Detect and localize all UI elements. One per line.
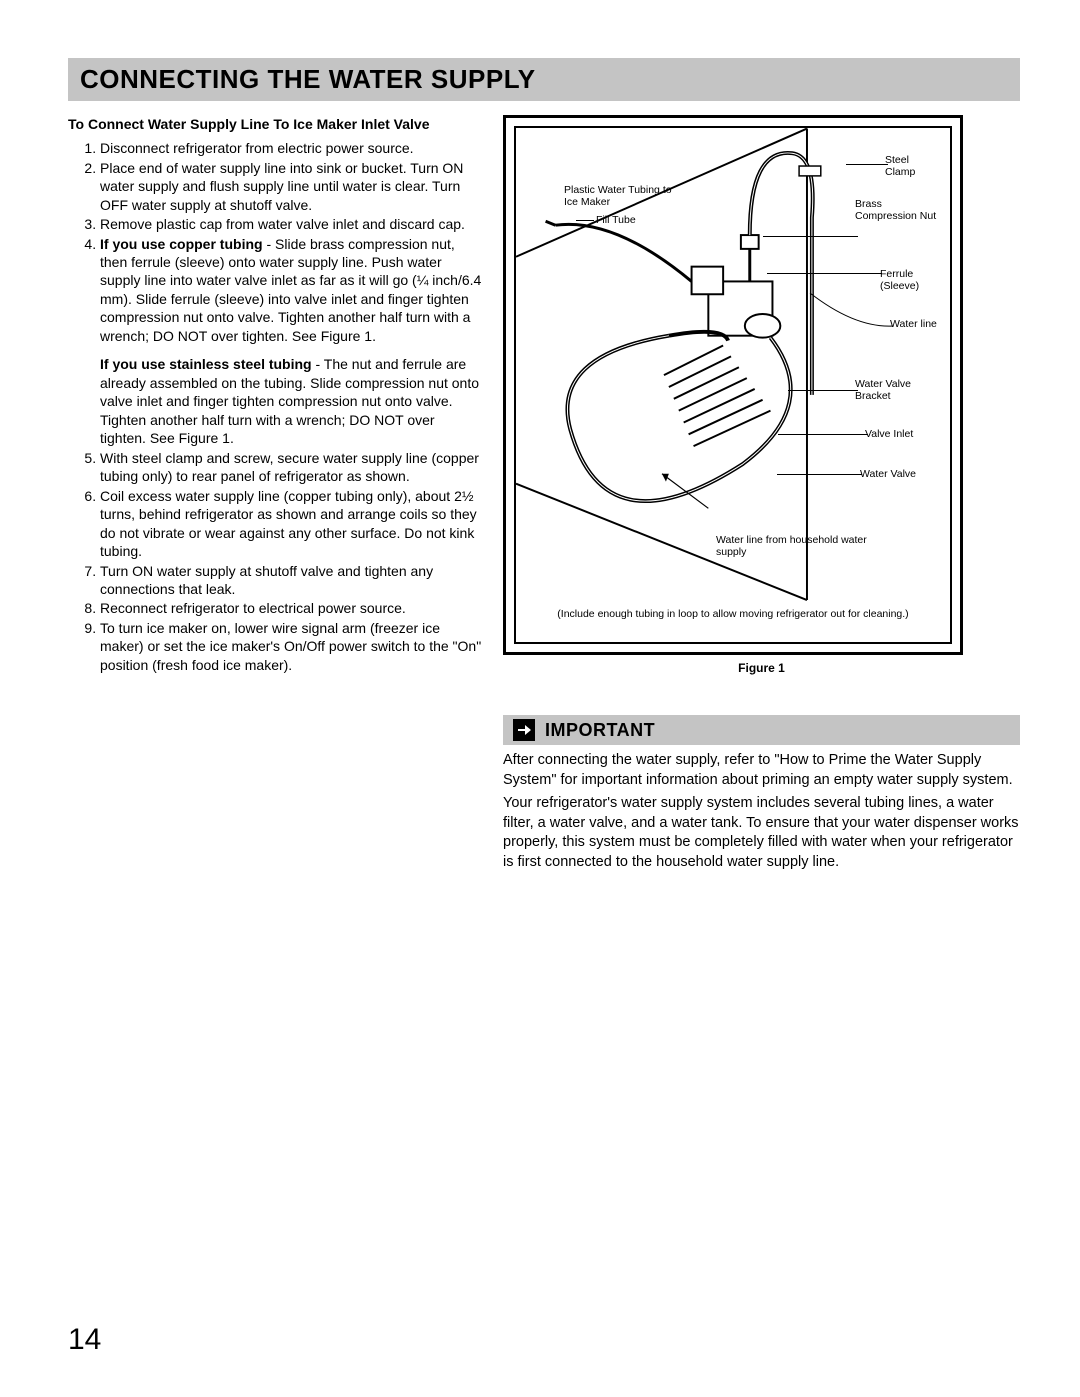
fig-label-valve-inlet: Valve Inlet (865, 428, 940, 440)
step-bold: If you use copper tubing (100, 236, 263, 252)
step-bold: If you use stainless steel tubing (100, 356, 312, 372)
fig-label-water-line: Water line (890, 318, 940, 330)
right-column: Plastic Water Tubing to Ice Maker Fill T… (503, 115, 1020, 876)
fig-label-plastic-tubing: Plastic Water Tubing to Ice Maker (564, 184, 684, 208)
leader-line (805, 288, 895, 338)
step: To turn ice maker on, lower wire signal … (100, 619, 483, 674)
fig-label-brass-nut: Brass Compression Nut (855, 198, 940, 222)
important-title: IMPORTANT (545, 720, 655, 741)
important-body: After connecting the water supply, refer… (503, 751, 1020, 872)
step: Reconnect refrigerator to electrical pow… (100, 599, 483, 617)
section-title: CONNECTING THE WATER SUPPLY (80, 64, 1008, 95)
procedure-steps: Disconnect refrigerator from electric po… (68, 139, 483, 674)
arrow-right-icon (513, 719, 535, 741)
section-header: CONNECTING THE WATER SUPPLY (68, 58, 1020, 101)
step: Place end of water supply line into sink… (100, 159, 483, 214)
fig-label-valve-bracket: Water Valve Bracket (855, 378, 940, 402)
step: Remove plastic cap from water valve inle… (100, 215, 483, 233)
fig-label-fill-tube: Fill Tube (576, 214, 636, 226)
page-number: 14 (68, 1323, 101, 1357)
fig-label-water-valve: Water Valve (860, 468, 940, 480)
figure-frame: Plastic Water Tubing to Ice Maker Fill T… (503, 115, 963, 655)
step: Disconnect refrigerator from electric po… (100, 139, 483, 157)
fig-label-steel-clamp: Steel Clamp (885, 154, 940, 178)
step: If you use copper tubing - Slide brass c… (100, 235, 483, 448)
fig-note: (Include enough tubing in loop to allow … (516, 608, 950, 620)
important-paragraph: After connecting the water supply, refer… (503, 751, 1020, 790)
left-column: To Connect Water Supply Line To Ice Make… (68, 115, 483, 876)
content-columns: To Connect Water Supply Line To Ice Make… (68, 115, 1020, 876)
step: With steel clamp and screw, secure water… (100, 449, 483, 486)
fig-label-household: Water line from household water supply (716, 534, 876, 558)
figure-diagram: Plastic Water Tubing to Ice Maker Fill T… (514, 126, 952, 644)
important-header: IMPORTANT (503, 715, 1020, 745)
step: Turn ON water supply at shutoff valve an… (100, 562, 483, 599)
procedure-heading: To Connect Water Supply Line To Ice Make… (68, 115, 483, 133)
figure-caption: Figure 1 (503, 661, 1020, 675)
step: Coil excess water supply line (copper tu… (100, 487, 483, 561)
important-paragraph: Your refrigerator's water supply system … (503, 794, 1020, 872)
